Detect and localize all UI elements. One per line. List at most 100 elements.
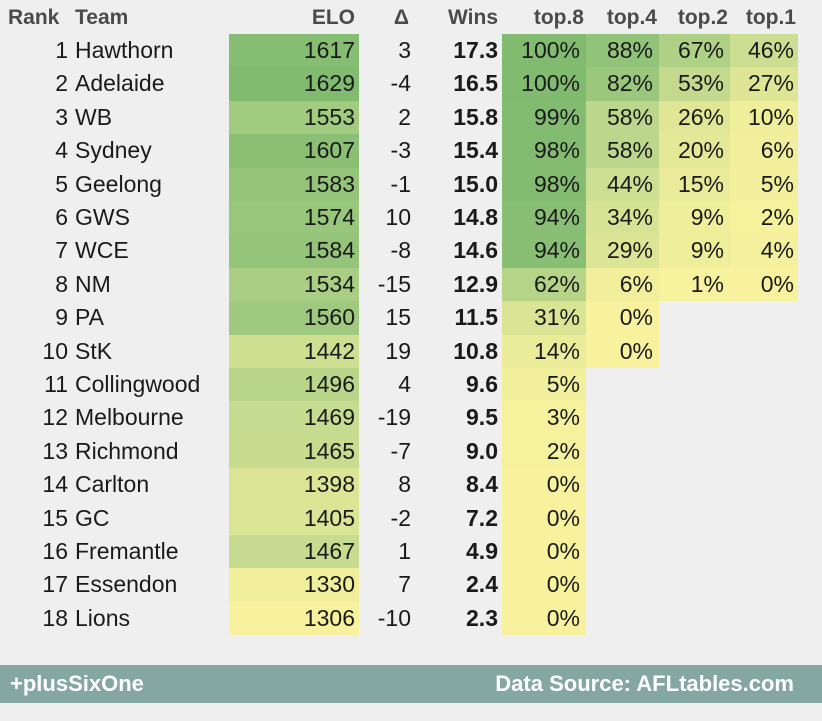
delta-cell: 15 — [385, 304, 411, 331]
elo-cell: 1560 — [229, 301, 359, 335]
top8-cell: 0% — [502, 535, 586, 569]
top4-cell: 0% — [586, 301, 659, 335]
team-cell: Collingwood — [75, 371, 201, 397]
table-row: 14 Carlton 1398 8 8.4 0% — [0, 468, 822, 502]
delta-cell: -4 — [390, 70, 411, 97]
wins-cell: 9.0 — [466, 437, 498, 464]
team-cell: Essendon — [75, 571, 178, 598]
top8-cell: 14% — [502, 334, 586, 368]
rank-cell: 1 — [55, 37, 68, 63]
rank-cell: 6 — [55, 204, 68, 230]
wins-cell: 8.4 — [466, 471, 498, 498]
rank-cell: 12 — [42, 404, 68, 431]
header-delta: Δ — [393, 6, 409, 29]
top1-cell: 6% — [730, 134, 798, 168]
elo-cell: 1405 — [229, 501, 359, 535]
top8-cell: 0% — [502, 568, 586, 602]
table-row: 9 PA 1560 15 11.5 31% 0% — [0, 301, 822, 335]
team-cell: Melbourne — [75, 404, 184, 431]
team-cell: WB — [75, 103, 113, 130]
delta-cell: -2 — [390, 504, 411, 531]
top2-cell: 26% — [659, 100, 730, 135]
team-cell: GC — [75, 504, 110, 531]
team-cell: WCE — [75, 237, 129, 264]
elo-cell: 1574 — [229, 201, 359, 235]
table-row: 4 Sydney 1607 -3 15.4 98% 58% 20% 6% — [0, 134, 822, 168]
top2-cell: 20% — [659, 134, 730, 168]
table-row: 16 Fremantle 1467 1 4.9 0% — [0, 535, 822, 569]
top2-cell: 1% — [659, 267, 730, 302]
delta-cell: 10 — [385, 204, 411, 230]
wins-cell: 15.4 — [453, 137, 498, 164]
table-row: 7 WCE 1584 -8 14.6 94% 29% 9% 4% — [0, 234, 822, 268]
elo-cell: 1398 — [229, 468, 359, 502]
table-row: 10 StK 1442 19 10.8 14% 0% — [0, 334, 822, 368]
elo-cell: 1584 — [229, 234, 359, 268]
delta-cell: 8 — [398, 471, 411, 498]
wins-cell: 11.5 — [454, 304, 499, 331]
rank-cell: 10 — [42, 337, 68, 364]
header-wins: Wins — [448, 6, 498, 29]
rank-cell: 9 — [55, 304, 68, 331]
top1-cell: 0% — [730, 267, 798, 302]
elo-cell: 1306 — [229, 601, 359, 636]
top1-cell: 46% — [730, 34, 798, 68]
top4-cell: 88% — [586, 34, 659, 68]
top8-cell: 31% — [502, 301, 586, 335]
delta-cell: -15 — [377, 270, 411, 297]
rank-cell: 16 — [42, 538, 68, 564]
wins-cell: 16.5 — [453, 70, 498, 97]
top2-cell: 9% — [659, 201, 730, 235]
team-cell: Richmond — [75, 437, 179, 464]
rank-cell: 3 — [55, 103, 68, 130]
elo-cell: 1583 — [229, 167, 359, 201]
table-row: 15 GC 1405 -2 7.2 0% — [0, 501, 822, 535]
wins-cell: 15.8 — [453, 103, 498, 130]
table-row: 12 Melbourne 1469 -19 9.5 3% — [0, 401, 822, 435]
top4-cell: 58% — [586, 134, 659, 168]
top8-cell: 0% — [502, 501, 586, 535]
top8-cell: 2% — [502, 434, 586, 469]
header-rank: Rank — [8, 6, 60, 29]
delta-cell: 19 — [385, 337, 411, 364]
elo-cell: 1469 — [229, 401, 359, 435]
top2-cell: 15% — [659, 167, 730, 201]
top4-cell: 82% — [586, 67, 659, 101]
top8-cell: 0% — [502, 468, 586, 502]
table-row: 17 Essendon 1330 7 2.4 0% — [0, 568, 822, 602]
delta-cell: 4 — [398, 371, 411, 397]
top8-cell: 5% — [502, 368, 586, 402]
top8-cell: 94% — [502, 234, 586, 268]
top8-cell: 100% — [502, 67, 586, 101]
rank-cell: 15 — [42, 504, 68, 531]
rank-cell: 11 — [44, 371, 68, 397]
elo-cell: 1553 — [229, 100, 359, 135]
table-row: 13 Richmond 1465 -7 9.0 2% — [0, 434, 822, 469]
table-row: 2 Adelaide 1629 -4 16.5 100% 82% 53% 27% — [0, 67, 822, 101]
delta-cell: -3 — [390, 137, 411, 164]
wins-cell: 2.3 — [466, 604, 498, 631]
team-cell: PA — [75, 304, 104, 331]
top8-cell: 99% — [502, 100, 586, 135]
delta-cell: 1 — [398, 538, 411, 564]
top1-cell: 27% — [730, 67, 798, 101]
top8-cell: 98% — [502, 167, 586, 201]
delta-cell: -7 — [390, 437, 411, 464]
table-row: 6 GWS 1574 10 14.8 94% 34% 9% 2% — [0, 201, 822, 235]
top1-cell: 5% — [730, 167, 798, 201]
top1-cell: 2% — [730, 201, 798, 235]
top4-cell: 44% — [586, 167, 659, 201]
rank-cell: 5 — [55, 170, 68, 197]
elo-cell: 1496 — [229, 368, 359, 402]
wins-cell: 12.9 — [453, 270, 498, 297]
team-cell: Adelaide — [75, 70, 165, 97]
delta-cell: 2 — [398, 103, 411, 130]
wins-cell: 15.0 — [453, 170, 498, 197]
table-row: 1 Hawthorn 1617 3 17.3 100% 88% 67% 46% — [0, 34, 822, 68]
wins-cell: 7.2 — [466, 504, 498, 531]
header-top1: top.1 — [745, 6, 796, 29]
team-cell: Carlton — [75, 471, 150, 498]
delta-cell: -1 — [390, 170, 411, 197]
table-row: 5 Geelong 1583 -1 15.0 98% 44% 15% 5% — [0, 167, 822, 201]
team-cell: Geelong — [75, 170, 162, 197]
